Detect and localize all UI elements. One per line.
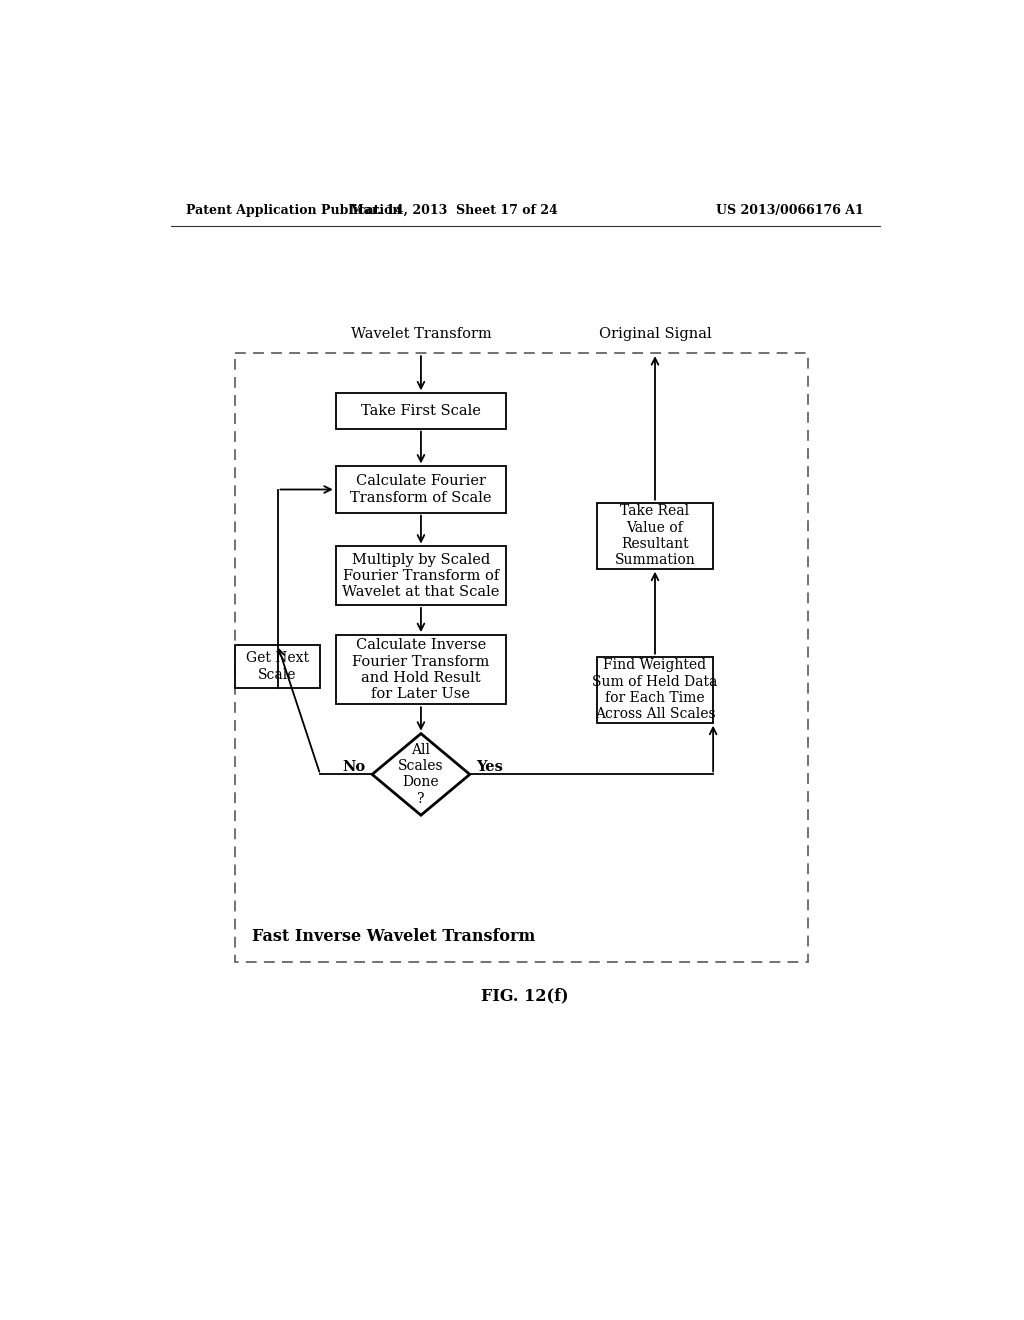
FancyBboxPatch shape — [336, 546, 506, 605]
Text: Get Next
Scale: Get Next Scale — [246, 652, 309, 681]
Text: Multiply by Scaled
Fourier Transform of
Wavelet at that Scale: Multiply by Scaled Fourier Transform of … — [342, 553, 500, 599]
Text: FIG. 12(f): FIG. 12(f) — [481, 987, 568, 1005]
Text: Calculate Fourier
Transform of Scale: Calculate Fourier Transform of Scale — [350, 474, 492, 504]
FancyBboxPatch shape — [336, 635, 506, 705]
Text: Yes: Yes — [476, 760, 503, 774]
Text: Fast Inverse Wavelet Transform: Fast Inverse Wavelet Transform — [252, 928, 536, 945]
Text: Patent Application Publication: Patent Application Publication — [186, 205, 401, 218]
FancyBboxPatch shape — [234, 645, 321, 688]
FancyBboxPatch shape — [336, 466, 506, 512]
FancyBboxPatch shape — [597, 656, 713, 723]
Text: Wavelet Transform: Wavelet Transform — [350, 327, 492, 341]
Text: Take Real
Value of
Resultant
Summation: Take Real Value of Resultant Summation — [614, 504, 695, 568]
Text: US 2013/0066176 A1: US 2013/0066176 A1 — [717, 205, 864, 218]
Polygon shape — [372, 734, 470, 816]
Text: Take First Scale: Take First Scale — [361, 404, 481, 418]
Text: Calculate Inverse
Fourier Transform
and Hold Result
for Later Use: Calculate Inverse Fourier Transform and … — [352, 639, 489, 701]
FancyBboxPatch shape — [336, 393, 506, 429]
Text: Original Signal: Original Signal — [599, 327, 712, 341]
Text: No: No — [343, 760, 366, 774]
Text: Find Weighted
Sum of Held Data
for Each Time
Across All Scales: Find Weighted Sum of Held Data for Each … — [592, 659, 718, 721]
Text: All
Scales
Done
?: All Scales Done ? — [398, 743, 443, 805]
FancyBboxPatch shape — [597, 503, 713, 569]
Text: Mar. 14, 2013  Sheet 17 of 24: Mar. 14, 2013 Sheet 17 of 24 — [349, 205, 557, 218]
